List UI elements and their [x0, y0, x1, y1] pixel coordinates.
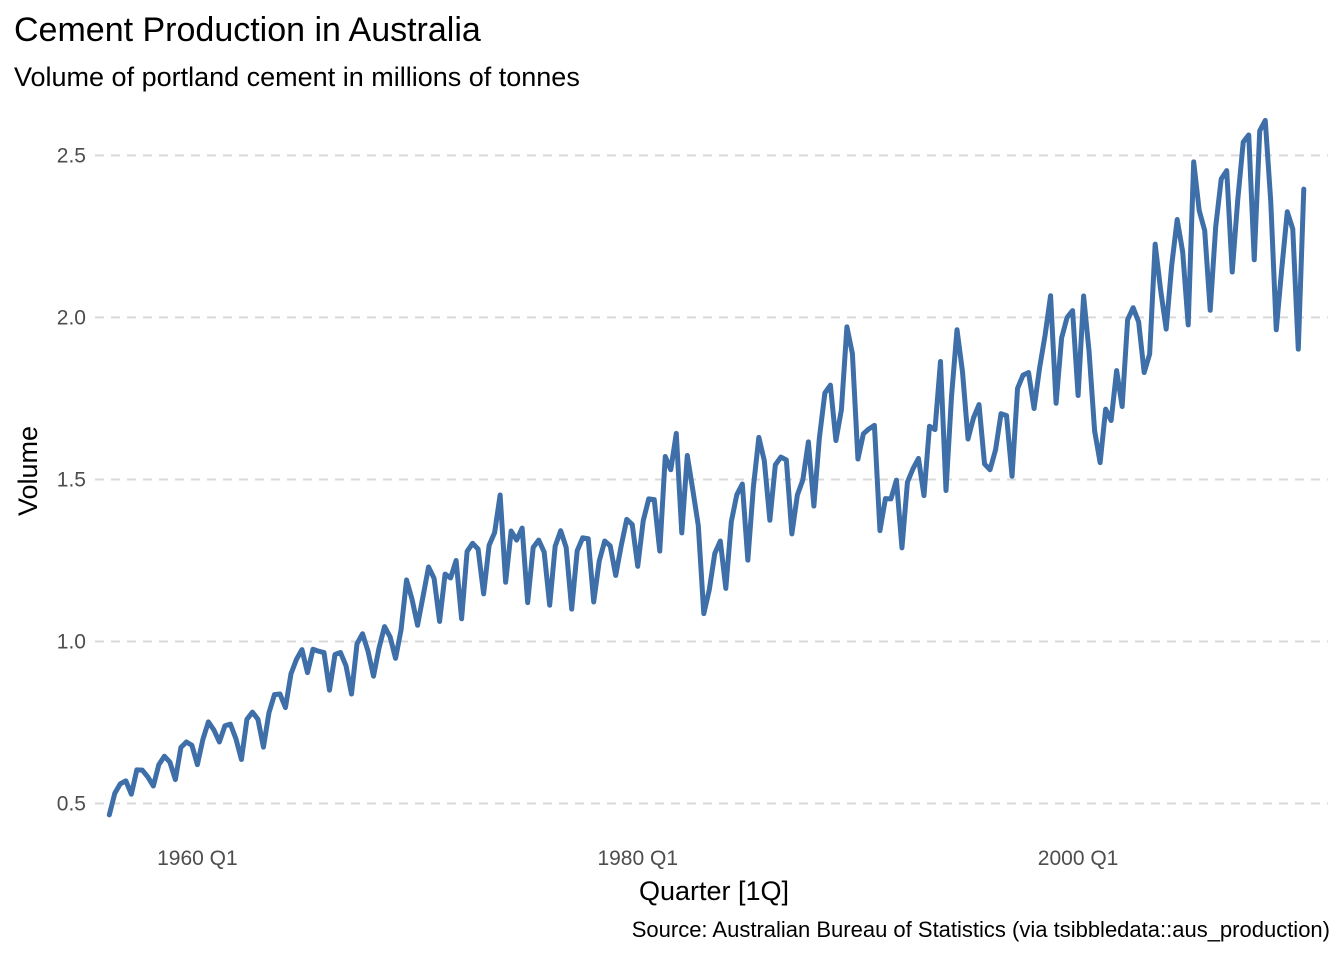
x-tick-label: 2000 Q1 — [1038, 847, 1119, 870]
chart-caption: Source: Australian Bureau of Statistics … — [631, 917, 1330, 942]
x-axis-ticks: 1960 Q1 1980 Q1 2000 Q1 — [157, 847, 1118, 870]
y-axis-title: Volume — [13, 426, 43, 516]
y-tick-label: 1.5 — [57, 468, 86, 491]
x-axis-title: Quarter [1Q] — [639, 876, 789, 906]
chart-subtitle: Volume of portland cement in millions of… — [14, 62, 580, 92]
y-tick-label: 2.0 — [57, 306, 86, 329]
y-axis-ticks: 0.5 1.0 1.5 2.0 2.5 — [57, 144, 86, 815]
x-tick-label: 1980 Q1 — [597, 847, 678, 870]
x-tick-label: 1960 Q1 — [157, 847, 238, 870]
series-line — [106, 117, 1307, 818]
y-tick-label: 1.0 — [57, 631, 86, 654]
gridlines — [95, 154, 1328, 805]
chart-title: Cement Production in Australia — [14, 11, 481, 49]
series-layer — [106, 117, 1307, 818]
y-tick-label: 0.5 — [57, 793, 86, 816]
y-tick-label: 2.5 — [57, 144, 86, 167]
